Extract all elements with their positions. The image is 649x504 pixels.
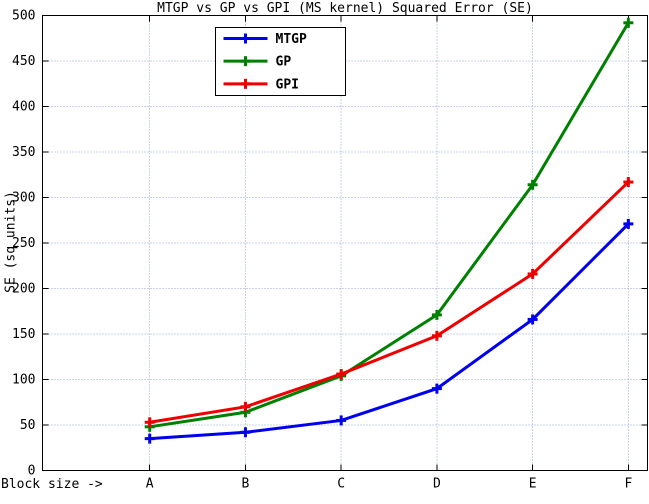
y-tick-label: 500 <box>12 9 35 24</box>
series-line-gpi <box>149 180 630 424</box>
x-tick-label: C <box>337 477 345 492</box>
series-line-mtgp <box>149 222 630 441</box>
series-line-gp <box>149 22 630 429</box>
y-tick-label: 250 <box>12 236 35 251</box>
y-tick-label: 300 <box>12 191 35 206</box>
chart-title: MTGP vs GP vs GPI (MS kernel) Squared Er… <box>157 1 533 16</box>
y-tick-label: 100 <box>12 373 35 388</box>
x-tick-label: A <box>146 477 154 492</box>
x-tick-label: D <box>433 477 441 492</box>
y-tick-label: 200 <box>12 282 35 297</box>
y-tick-label: 150 <box>12 327 35 342</box>
legend-label: MTGP <box>276 32 307 47</box>
legend-label: GPI <box>276 77 299 92</box>
y-tick-label: 350 <box>12 145 35 160</box>
y-tick-label: 50 <box>20 418 36 433</box>
x-axis-label: Block size -> <box>1 477 103 492</box>
y-tick-label: 450 <box>12 54 35 69</box>
y-tick-label: 0 <box>28 464 36 479</box>
x-tick-label: B <box>242 477 250 492</box>
x-tick-label: F <box>624 477 632 492</box>
legend-label: GP <box>276 55 292 70</box>
axes-border <box>42 15 648 471</box>
y-tick-label: 400 <box>12 100 35 115</box>
x-tick-label: E <box>529 477 537 492</box>
y-axis-label: SE (sq units) <box>3 191 19 293</box>
